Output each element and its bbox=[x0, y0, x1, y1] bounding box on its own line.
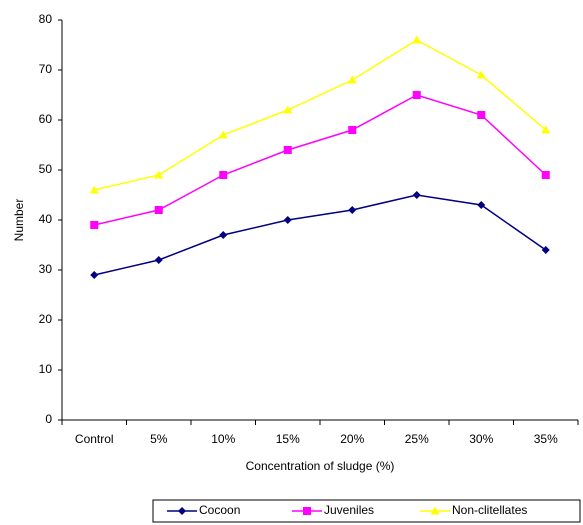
marker bbox=[219, 231, 228, 239]
y-tick-label: 70 bbox=[39, 62, 53, 76]
marker bbox=[541, 246, 550, 254]
y-tick-label: 50 bbox=[39, 162, 53, 176]
legend-label: Cocoon bbox=[199, 503, 240, 517]
legend-box bbox=[152, 499, 581, 523]
x-tick-label: Control bbox=[75, 432, 114, 446]
legend-marker bbox=[430, 506, 440, 515]
series-line bbox=[94, 39, 547, 191]
marker bbox=[90, 221, 99, 229]
marker bbox=[219, 171, 228, 179]
x-tick-label: 30% bbox=[469, 432, 493, 446]
y-tick-label: 60 bbox=[39, 112, 53, 126]
y-tick-label: 0 bbox=[45, 412, 52, 426]
x-tick-label: 5% bbox=[150, 432, 168, 446]
marker bbox=[347, 75, 357, 84]
marker bbox=[477, 201, 486, 209]
marker bbox=[541, 125, 551, 134]
x-tick-label: 15% bbox=[276, 432, 300, 446]
y-tick-label: 30 bbox=[39, 262, 53, 276]
marker bbox=[283, 105, 293, 114]
legend-marker bbox=[303, 507, 311, 515]
marker bbox=[218, 130, 228, 139]
marker bbox=[283, 216, 292, 224]
marker bbox=[412, 91, 421, 99]
marker bbox=[90, 271, 99, 279]
marker bbox=[412, 191, 421, 199]
series-line bbox=[94, 194, 547, 276]
x-axis-label: Concentration of sludge (%) bbox=[246, 459, 395, 473]
marker bbox=[283, 146, 292, 154]
marker bbox=[89, 185, 99, 194]
marker bbox=[412, 35, 422, 44]
legend-label: Juveniles bbox=[324, 503, 374, 517]
y-tick-label: 20 bbox=[39, 312, 53, 326]
legend-marker bbox=[178, 507, 186, 515]
x-tick-label: 35% bbox=[534, 432, 558, 446]
series-line bbox=[94, 94, 547, 226]
y-tick-label: 40 bbox=[39, 212, 53, 226]
y-axis-label: Number bbox=[12, 199, 26, 242]
marker bbox=[476, 70, 486, 79]
y-tick-label: 80 bbox=[39, 12, 53, 26]
marker bbox=[154, 256, 163, 264]
marker bbox=[477, 111, 486, 119]
marker bbox=[348, 206, 357, 214]
legend-label: Non-clitellates bbox=[452, 503, 527, 517]
marker bbox=[154, 170, 164, 179]
y-tick-label: 10 bbox=[39, 362, 53, 376]
marker bbox=[541, 171, 550, 179]
x-tick-label: 25% bbox=[405, 432, 429, 446]
x-tick-label: 20% bbox=[340, 432, 364, 446]
marker bbox=[348, 126, 357, 134]
x-tick-label: 10% bbox=[211, 432, 235, 446]
marker bbox=[154, 206, 163, 214]
